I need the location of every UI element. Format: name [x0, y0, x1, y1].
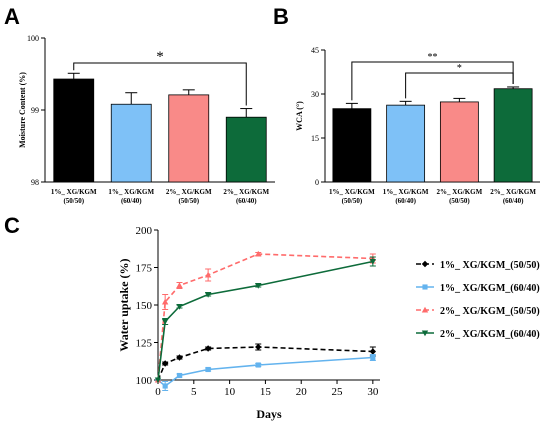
chart-c-x-tick-label: 15 [260, 386, 272, 398]
chart-a-y-tick-label: 99 [31, 106, 39, 115]
chart-c-point [176, 303, 183, 310]
chart-b-significance-mark: ** [428, 52, 438, 63]
chart-c-x-tick-label: 5 [191, 386, 197, 398]
chart-c-point [255, 282, 262, 289]
chart-c-y-tick-label: 150 [136, 300, 153, 312]
chart-c-point [154, 377, 162, 384]
chart-b-y-tick-label: 0 [315, 178, 319, 187]
chart-b-y-axis-label: WCA (°) [295, 101, 304, 131]
chart-a-y-axis-label: Moisture Content (%) [18, 72, 27, 148]
chart-b-category-label: 1%_ XG/KGM [329, 188, 375, 196]
chart-c-y-axis-label: Water uptake (%) [117, 258, 131, 351]
chart-a-significance-mark: * [156, 49, 164, 65]
chart-c-x-tick-label: 25 [332, 386, 344, 398]
chart-b-category-label: 2%_ XG/KGM [437, 188, 483, 196]
chart-c-point [161, 318, 169, 325]
chart-c-legend-marker [421, 260, 429, 268]
chart-c-point [204, 271, 212, 278]
chart-c-x-tick-label: 20 [296, 386, 308, 398]
chart-c-water-uptake: 100 125 150 175 200 0 5 10 15 20 25 30 Days Water upt… [117, 225, 540, 421]
chart-b-category-label: 2%_ XG/KGM [490, 188, 536, 196]
chart-c-legend-label: 1%_ XG/KGM_(50/50) [440, 260, 540, 271]
chart-b-significance-mark: * [457, 63, 462, 74]
chart-c-x-tick-label: 30 [367, 386, 379, 398]
chart-b-category-label: 1%_ XG/KGM [383, 188, 429, 196]
chart-c-series-line-4 [157, 260, 374, 381]
chart-a-y-tick-label: 98 [31, 178, 39, 187]
chart-c-point [176, 282, 183, 289]
chart-c-y-tick-label: 200 [136, 225, 153, 237]
chart-c-point [204, 345, 212, 352]
chart-a-bar-4 [225, 116, 267, 183]
chart-b-bar-3 [439, 101, 479, 183]
chart-a-bar-1 [53, 78, 95, 183]
chart-b-category-sublabel: (50/50) [449, 197, 470, 205]
chart-c-y-tick-label: 175 [136, 263, 153, 275]
chart-b-significance-bracket [405, 72, 514, 99]
chart-b-y-tick-label: 15 [311, 134, 319, 143]
chart-a-category-label: 2%_ XG/KGM [166, 188, 212, 196]
panel-label-c: C [4, 213, 20, 238]
chart-c-legend-label: 2%_ XG/KGM_(50/50) [440, 306, 540, 317]
chart-a-category-label: 1%_ XG/KGM [108, 188, 154, 196]
chart-b-bar-4 [493, 88, 533, 183]
chart-a-category-label: 1%_ XG/KGM [51, 188, 97, 196]
chart-b-y-tick-label: 45 [311, 46, 319, 55]
chart-c-y-tick-label: 125 [136, 338, 153, 350]
chart-c-legend-label: 1%_ XG/KGM_(60/40) [440, 283, 540, 294]
chart-a-bar-2 [110, 103, 152, 183]
chart-c-point [369, 348, 377, 355]
chart-c-point [161, 298, 169, 305]
chart-a-category-sublabel: (50/50) [178, 197, 199, 205]
chart-c-point [369, 258, 377, 265]
chart-b-bar-2 [386, 104, 426, 183]
chart-c-point [161, 360, 169, 367]
chart-c-series-line-3 [157, 253, 373, 381]
chart-c-x-axis-label: Days [256, 407, 282, 421]
chart-a-category-sublabel: (60/40) [236, 197, 257, 205]
chart-c-point [205, 366, 211, 373]
panel-label-a: A [4, 4, 20, 29]
panel-label-b: B [273, 4, 289, 29]
chart-a-category-label: 2%_ XG/KGM [223, 188, 269, 196]
chart-b-bar-1 [332, 108, 372, 183]
chart-c-point [370, 354, 376, 361]
chart-b-category-sublabel: (60/40) [395, 197, 416, 205]
chart-b-category-sublabel: (60/40) [503, 197, 524, 205]
chart-c-point [255, 250, 262, 257]
chart-c-legend-label: 2%_ XG/KGM_(60/40) [440, 329, 540, 340]
chart-c-point [176, 372, 183, 379]
chart-b-category-sublabel: (50/50) [342, 197, 363, 205]
chart-c-legend-marker [421, 330, 429, 337]
chart-c-legend-marker [422, 284, 428, 290]
chart-a-bar-3 [168, 94, 210, 183]
chart-c-point [162, 383, 168, 389]
chart-c-series-line-1 [157, 346, 373, 381]
chart-c-point [176, 354, 183, 361]
chart-c-legend-marker [421, 306, 429, 313]
chart-c-x-tick-label: 10 [224, 386, 236, 398]
chart-a-category-sublabel: (50/50) [63, 197, 84, 205]
chart-a-y-tick-label: 100 [27, 34, 39, 43]
chart-c-point [255, 362, 261, 368]
chart-a-category-sublabel: (60/40) [121, 197, 142, 205]
chart-b-y-tick-label: 30 [311, 90, 319, 99]
chart-c-point [204, 291, 212, 298]
chart-c-x-tick-label: 0 [155, 386, 161, 398]
chart-c-point [255, 343, 262, 351]
chart-a-significance-bracket [73, 62, 247, 106]
chart-c-y-tick-label: 100 [136, 375, 153, 387]
chart-b-significance-bracket [351, 61, 514, 101]
